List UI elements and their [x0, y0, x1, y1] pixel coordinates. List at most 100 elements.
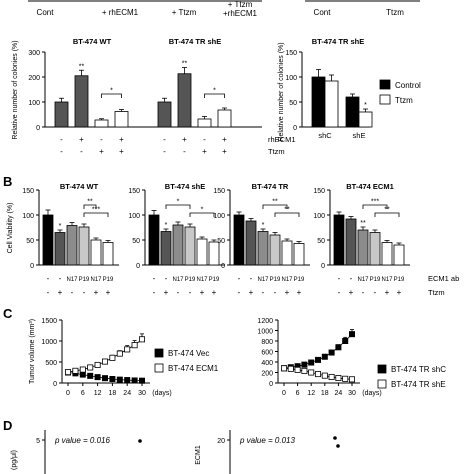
- x-tick-label: 18: [321, 390, 329, 397]
- bar: [54, 101, 69, 128]
- data-point: [138, 336, 145, 343]
- y-tick-label: 1000: [257, 329, 273, 336]
- data-point: [79, 371, 86, 378]
- y-tick-label: 100: [28, 100, 40, 107]
- bar: [357, 229, 369, 266]
- data-point: [116, 350, 123, 357]
- significance-label: **: [79, 63, 85, 70]
- data-point: [79, 366, 86, 373]
- bar: [54, 232, 66, 266]
- y-tick-label: 400: [261, 360, 273, 367]
- y-tick-label: 0: [53, 381, 57, 388]
- bar: [208, 241, 220, 266]
- factor-sign: P19: [79, 277, 90, 283]
- data-point: [138, 377, 145, 384]
- chart-c-right: 0 200 400 600 800 1000 1200 0 6 12 18 24 30 (days) BT-…: [257, 318, 446, 397]
- p-value-annotation: p value = 0.016: [54, 436, 110, 445]
- y-tick-label: 0: [30, 263, 34, 270]
- y-tick-label: 0: [136, 263, 140, 270]
- bar: [184, 226, 196, 266]
- bar: [74, 75, 89, 128]
- factor-sign: +: [58, 288, 63, 297]
- factor-sign: +: [285, 288, 290, 297]
- bar: [157, 101, 172, 128]
- data-point: [308, 369, 315, 376]
- y-tick-label: 800: [261, 339, 273, 346]
- factor-sign: -: [189, 288, 192, 297]
- y-axis-label: (pg/μl): [11, 450, 18, 470]
- x-tick-label: shC: [318, 131, 332, 140]
- significance-bracket: [83, 204, 97, 209]
- bar: [293, 243, 305, 266]
- bar: [42, 214, 54, 266]
- factor-sign: +: [397, 288, 402, 297]
- data-point: [308, 359, 315, 366]
- factor-sign: N17: [357, 277, 369, 283]
- significance-label: **: [384, 207, 390, 214]
- bar: [333, 214, 345, 266]
- significance-label: *: [201, 207, 204, 214]
- factor-sign: -: [238, 288, 241, 297]
- factor-sign: +: [222, 147, 227, 156]
- factor-sign: N17: [281, 277, 293, 283]
- factor-sign: -: [274, 288, 277, 297]
- y-axis-label: Cell Viability (%): [7, 203, 14, 254]
- data-point: [138, 439, 142, 443]
- factor-label: Ttzm: [268, 147, 285, 156]
- y-tick-label: 200: [28, 75, 40, 82]
- y-tick-label: 50: [217, 238, 225, 245]
- data-point: [336, 444, 340, 448]
- factor-sign: +: [385, 288, 390, 297]
- factor-sign: -: [183, 147, 186, 156]
- group-title: BT-474 TR shE: [169, 37, 222, 46]
- y-tick-label: 500: [45, 360, 57, 367]
- panel-title: BT-474 shE: [165, 182, 205, 191]
- bar: [177, 73, 192, 128]
- x-tick-label: 24: [335, 390, 343, 397]
- bar: [102, 242, 114, 266]
- y-tick-label: 0: [36, 125, 40, 132]
- bar: [393, 244, 405, 266]
- factor-sign: +: [94, 288, 99, 297]
- factor-sign: -: [60, 147, 63, 156]
- y-tick-label: 200: [261, 371, 273, 378]
- factor-label: Ttzm: [428, 288, 445, 297]
- y-tick-label: 150: [213, 188, 225, 195]
- panel-letter-c: C: [3, 306, 13, 321]
- factor-sign: P19: [185, 277, 196, 283]
- factor-sign: +: [182, 135, 187, 144]
- data-point: [328, 373, 335, 380]
- y-tick-label: 0: [221, 263, 225, 270]
- factor-sign: -: [163, 135, 166, 144]
- y-tick-label: 1200: [257, 318, 273, 325]
- bar: [217, 109, 232, 128]
- p-value-annotation: p value = 0.013: [239, 436, 295, 445]
- y-tick-label: 50: [317, 238, 325, 245]
- factor-sign: N17: [257, 277, 269, 283]
- bar: [197, 118, 212, 128]
- panel-letter-d: D: [3, 418, 12, 433]
- significance-label: **: [272, 199, 278, 206]
- y-axis-label: Relative number of colonies (%): [12, 40, 19, 139]
- y-tick-label: 600: [261, 350, 273, 357]
- factor-sign: P19: [270, 277, 281, 283]
- header-label: Cont: [37, 8, 55, 17]
- x-tick-label: 12: [307, 390, 315, 397]
- factor-sign: -: [338, 288, 341, 297]
- data-point: [116, 376, 123, 383]
- factor-sign: P19: [103, 277, 114, 283]
- data-point: [94, 374, 101, 381]
- data-point: [94, 361, 101, 368]
- data-point: [335, 375, 342, 382]
- significance-bracket: [262, 204, 288, 209]
- header-label: + rhECM1: [102, 8, 139, 17]
- bar: [90, 239, 102, 266]
- significance-label: *: [213, 88, 216, 95]
- significance-bracket: [165, 204, 191, 209]
- legend-swatch: [379, 79, 391, 90]
- y-tick-label: 20: [217, 438, 225, 445]
- y-tick-label: 100: [213, 213, 225, 220]
- factor-sign: -: [59, 274, 62, 283]
